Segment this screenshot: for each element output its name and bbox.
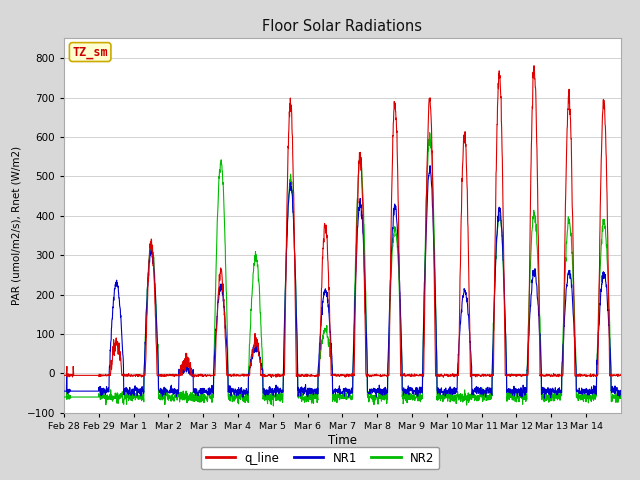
Y-axis label: PAR (umol/m2/s), Rnet (W/m2): PAR (umol/m2/s), Rnet (W/m2) — [11, 146, 21, 305]
Line: NR2: NR2 — [64, 132, 621, 406]
Text: TZ_sm: TZ_sm — [72, 46, 108, 59]
NR1 — [426, 163, 434, 168]
NR2 — [60, 394, 68, 400]
NR1 — [60, 388, 68, 394]
q_line — [60, 372, 68, 378]
NR2 — [617, 396, 625, 401]
q_line — [236, 372, 244, 378]
X-axis label: Time: Time — [328, 433, 357, 446]
q_line — [542, 372, 550, 378]
NR1 — [376, 391, 383, 396]
NR1 — [236, 391, 244, 396]
Line: NR1: NR1 — [64, 166, 621, 398]
q_line — [510, 372, 518, 378]
Legend: q_line, NR1, NR2: q_line, NR1, NR2 — [201, 447, 439, 469]
NR2 — [609, 393, 617, 399]
NR2 — [376, 396, 384, 401]
q_line — [116, 355, 124, 360]
NR1 — [541, 395, 548, 401]
NR1 — [116, 302, 124, 308]
NR2 — [236, 392, 244, 398]
NR1 — [617, 387, 625, 393]
NR2 — [426, 130, 433, 135]
Title: Floor Solar Radiations: Floor Solar Radiations — [262, 20, 422, 35]
NR2 — [511, 391, 518, 396]
q_line — [609, 372, 617, 378]
q_line — [617, 372, 625, 378]
q_line — [376, 373, 384, 379]
Line: q_line: q_line — [64, 66, 621, 377]
q_line — [530, 63, 538, 69]
NR2 — [116, 395, 124, 401]
NR1 — [542, 391, 550, 397]
NR2 — [269, 403, 277, 409]
NR1 — [609, 389, 617, 395]
NR2 — [542, 396, 550, 402]
NR1 — [510, 388, 518, 394]
q_line — [268, 374, 275, 380]
